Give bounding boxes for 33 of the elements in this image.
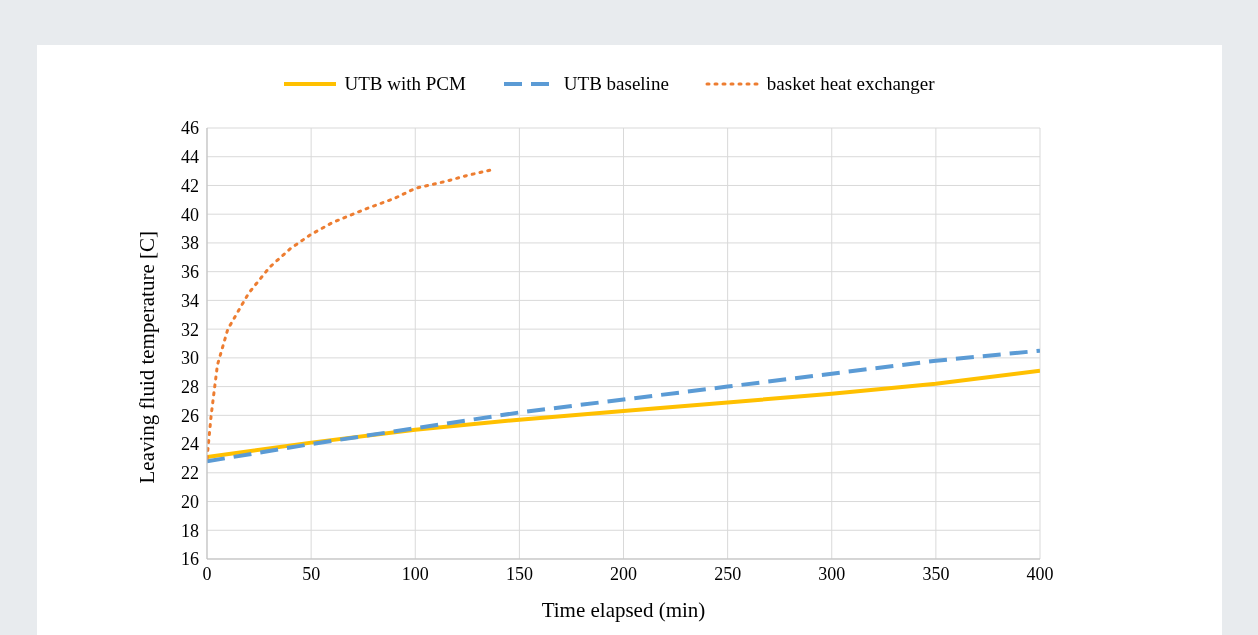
y-tick-label: 32	[181, 319, 199, 340]
y-tick-label: 20	[181, 491, 199, 512]
y-tick-label: 42	[181, 175, 199, 196]
line-series	[207, 348, 1040, 464]
x-tick-label: 100	[401, 563, 429, 584]
line-series	[207, 368, 1040, 459]
x-tick-label: 350	[922, 563, 950, 584]
y-tick-label: 40	[181, 204, 199, 225]
line-series	[207, 168, 494, 460]
x-axis-title: Time elapsed (min)	[541, 598, 706, 622]
y-tick-label: 44	[181, 147, 199, 168]
y-tick-label: 28	[181, 376, 199, 397]
y-tick-label: 34	[181, 290, 199, 311]
y-tick-label: 36	[181, 262, 199, 283]
y-tick-label: 24	[181, 434, 199, 455]
y-tick-label: 16	[181, 549, 199, 570]
y-tick-label: 38	[181, 233, 199, 254]
x-tick-label: 200	[610, 563, 637, 584]
legend-label: UTB with PCM	[344, 73, 466, 95]
x-tick-label: 0	[202, 563, 212, 584]
legend-label: basket heat exchanger	[766, 73, 935, 95]
y-tick-label: 22	[181, 463, 199, 484]
x-tick-label: 250	[714, 563, 742, 584]
y-tick-label: 46	[181, 118, 199, 139]
x-tick-label: 400	[1026, 563, 1054, 584]
y-tick-label: 26	[181, 405, 199, 426]
x-tick-label: 150	[505, 563, 533, 584]
y-tick-label: 18	[181, 520, 199, 541]
x-tick-label: 300	[818, 563, 846, 584]
y-tick-label: 30	[181, 348, 199, 369]
legend-label: UTB baseline	[563, 73, 669, 95]
x-tick-label: 50	[302, 563, 321, 584]
y-axis-title: Leaving fluid temperature [C]	[135, 231, 160, 484]
